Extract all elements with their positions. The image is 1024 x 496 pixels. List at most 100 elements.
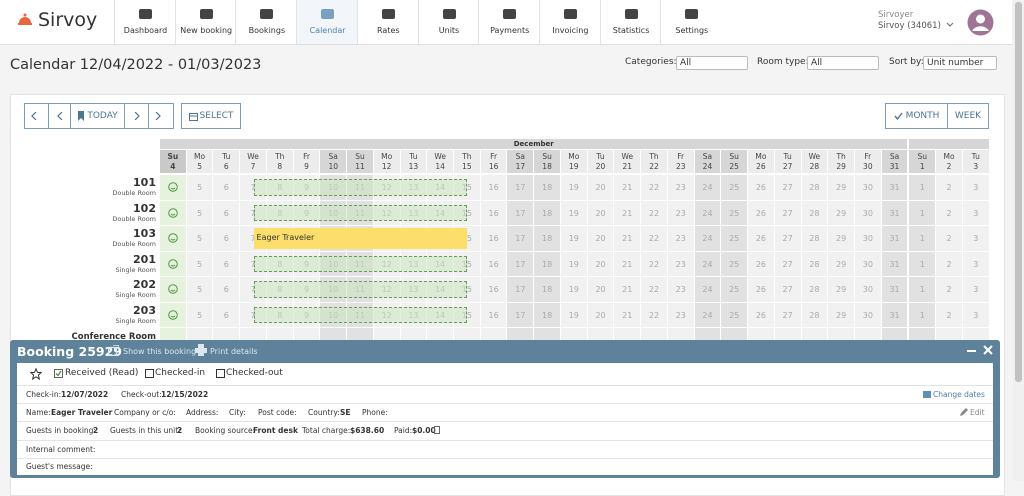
- calendar-cell[interactable]: 2: [936, 302, 963, 328]
- calendar-cell[interactable]: 22: [641, 175, 668, 201]
- calendar-cell[interactable]: 26: [748, 277, 775, 303]
- avatar[interactable]: [967, 9, 994, 36]
- calendar-cell[interactable]: 24: [694, 302, 722, 328]
- calendar-cell[interactable]: 17: [507, 302, 535, 328]
- calendar-cell[interactable]: [160, 175, 187, 201]
- calendar-cell[interactable]: 3: [962, 277, 990, 303]
- calendar-cell[interactable]: 30: [854, 175, 882, 201]
- calendar-cell[interactable]: 19: [560, 302, 588, 328]
- calendar-cell[interactable]: 6: [213, 277, 241, 303]
- calendar-cell[interactable]: 26: [748, 200, 775, 226]
- calendar-cell[interactable]: 18: [534, 226, 561, 252]
- calendar-cell[interactable]: 21: [614, 277, 642, 303]
- calendar-cell[interactable]: 2: [936, 175, 963, 201]
- calendar-cell[interactable]: 21: [614, 200, 642, 226]
- calendar-cell[interactable]: 31: [881, 277, 909, 303]
- calendar-cell[interactable]: 23: [667, 175, 695, 201]
- booking-block[interactable]: [253, 306, 468, 323]
- calendar-cell[interactable]: 27: [774, 175, 802, 201]
- calendar-cell[interactable]: 20: [587, 200, 615, 226]
- calendar-cell[interactable]: 29: [828, 200, 855, 226]
- calendar-cell[interactable]: 2: [936, 226, 963, 252]
- scrollbar[interactable]: [1013, 0, 1024, 481]
- calendar-cell[interactable]: 20: [587, 277, 615, 303]
- calendar-cell[interactable]: 16: [480, 251, 508, 277]
- calendar-cell[interactable]: 23: [667, 200, 695, 226]
- calendar-cell[interactable]: 21: [614, 251, 642, 277]
- filter-select[interactable]: All: [676, 56, 748, 70]
- next-day[interactable]: [124, 103, 149, 129]
- close[interactable]: [983, 345, 993, 355]
- minimize[interactable]: [967, 350, 976, 352]
- calendar-cell[interactable]: 18: [534, 277, 561, 303]
- calendar-cell[interactable]: 1: [909, 226, 937, 252]
- calendar-cell[interactable]: 19: [560, 175, 588, 201]
- calendar-cell[interactable]: 17: [507, 251, 535, 277]
- nav-item[interactable]: New booking: [174, 0, 237, 44]
- calendar-cell[interactable]: 18: [534, 302, 561, 328]
- nav-item[interactable]: Calendar: [296, 0, 359, 44]
- calendar-cell[interactable]: 27: [774, 277, 802, 303]
- calendar-cell[interactable]: 3: [962, 175, 990, 201]
- calendar-cell[interactable]: 31: [881, 251, 909, 277]
- calendar-cell[interactable]: 26: [748, 226, 775, 252]
- checkbox[interactable]: [145, 369, 154, 378]
- filter-select[interactable]: Unit number: [923, 56, 997, 70]
- today-button[interactable]: TODAY: [70, 103, 125, 129]
- calendar-cell[interactable]: 1: [909, 251, 937, 277]
- calendar-cell[interactable]: 19: [560, 200, 588, 226]
- calendar-cell[interactable]: 31: [881, 302, 909, 328]
- next-month[interactable]: [148, 103, 174, 129]
- booking-block[interactable]: [253, 281, 468, 298]
- calendar-cell[interactable]: 16: [480, 277, 508, 303]
- nav-item[interactable]: Rates: [356, 0, 419, 44]
- room-number[interactable]: 102: [133, 201, 156, 215]
- nav-item[interactable]: Statistics: [599, 0, 662, 44]
- star[interactable]: [30, 368, 42, 380]
- calendar-cell[interactable]: 19: [560, 226, 588, 252]
- calendar-cell[interactable]: 25: [721, 251, 749, 277]
- calendar-cell[interactable]: 17: [507, 277, 535, 303]
- calendar-cell[interactable]: 27: [774, 200, 802, 226]
- calendar-cell[interactable]: 16: [480, 226, 508, 252]
- week-button[interactable]: WEEK: [947, 103, 989, 129]
- calendar-cell[interactable]: 2: [936, 251, 963, 277]
- calendar-cell[interactable]: 21: [614, 175, 642, 201]
- room-number[interactable]: Conference Room: [71, 332, 156, 342]
- calendar-cell[interactable]: 22: [641, 277, 668, 303]
- filter-select[interactable]: All: [807, 56, 879, 70]
- calendar-cell[interactable]: 20: [587, 251, 615, 277]
- calendar-cell[interactable]: 28: [801, 302, 829, 328]
- nav-item[interactable]: Payments: [478, 0, 540, 44]
- calendar-cell[interactable]: 29: [828, 226, 855, 252]
- nav-item[interactable]: Units: [417, 0, 480, 44]
- calendar-cell[interactable]: [160, 277, 187, 303]
- calendar-cell[interactable]: 16: [480, 200, 508, 226]
- calendar-cell[interactable]: 20: [587, 302, 615, 328]
- calendar-cell[interactable]: 28: [801, 200, 829, 226]
- calendar-cell[interactable]: 29: [828, 302, 855, 328]
- calendar-cell[interactable]: 3: [962, 251, 990, 277]
- calendar-cell[interactable]: 1: [909, 302, 937, 328]
- calendar-cell[interactable]: 20: [587, 175, 615, 201]
- calendar-cell[interactable]: 22: [641, 200, 668, 226]
- calendar-cell[interactable]: 21: [614, 302, 642, 328]
- calendar-cell[interactable]: 27: [774, 251, 802, 277]
- calendar-cell[interactable]: 19: [560, 251, 588, 277]
- prev-day[interactable]: [48, 103, 71, 129]
- account[interactable]: Sirvoy (34061): [878, 21, 941, 31]
- calendar-cell[interactable]: 30: [854, 277, 882, 303]
- calendar-cell[interactable]: 17: [507, 175, 535, 201]
- calendar-cell[interactable]: 28: [801, 277, 829, 303]
- calendar-cell[interactable]: 30: [854, 302, 882, 328]
- calendar-cell[interactable]: 18: [534, 175, 561, 201]
- calendar-cell[interactable]: 25: [721, 226, 749, 252]
- calendar-cell[interactable]: 17: [507, 226, 535, 252]
- nav-item[interactable]: Dashboard: [114, 0, 176, 44]
- calendar-cell[interactable]: 2: [936, 200, 963, 226]
- show-link[interactable]: Show this booking: [123, 347, 197, 356]
- calendar-cell[interactable]: 30: [854, 200, 882, 226]
- calendar-cell[interactable]: 29: [828, 251, 855, 277]
- calendar-cell[interactable]: 24: [694, 251, 722, 277]
- calendar-cell[interactable]: 16: [480, 175, 508, 201]
